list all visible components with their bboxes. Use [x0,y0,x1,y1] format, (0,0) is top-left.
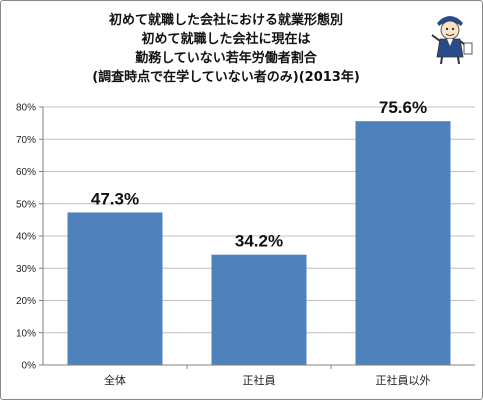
category-label: 正社員 [243,373,276,387]
y-tick-label: 70% [16,135,36,146]
bar [67,212,163,365]
bar [211,254,307,365]
title-line-3: 勤務していない若年労働者割合 [135,51,317,66]
title-line-1: 初めて就職した会社における就業形態別 [108,13,343,28]
bar [355,121,451,365]
chart-title: 初めて就職した会社における就業形態別 初めて就職した会社に現在は 勤務していない… [21,11,431,87]
data-label: 75.6% [379,98,427,117]
y-tick-label: 50% [16,199,36,210]
category-label: 全体 [104,373,126,387]
y-tick-label: 80% [16,103,36,114]
y-tick-label: 0% [22,361,37,372]
data-label: 47.3% [91,189,139,208]
title-line-2: 初めて就職した会社に現在は [141,32,311,47]
cartoon-mascot-icon [431,16,473,65]
y-tick-label: 20% [16,296,36,307]
category-label: 正社員以外 [376,373,431,387]
y-tick-label: 40% [16,232,36,243]
labels: 0% 10% 20% 30% 40% 50% 60% 70% 80% 47.3% 全体 34.2% 正社… [16,98,431,387]
y-tick-label: 10% [16,328,36,339]
title-line-4: (調査時点で在学していない者のみ)(2013年) [92,70,360,85]
bars [67,121,451,365]
data-label: 34.2% [235,232,283,251]
y-tick-label: 30% [16,264,36,275]
axes [39,106,475,369]
y-tick-label: 60% [16,167,36,178]
